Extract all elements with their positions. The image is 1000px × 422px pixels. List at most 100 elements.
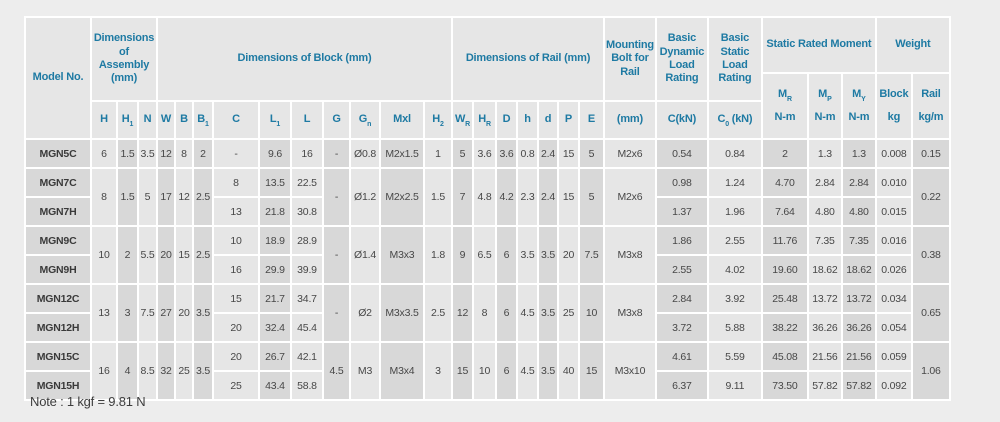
cell-Gn: M3	[351, 343, 379, 399]
cell-D: 4.2	[497, 169, 516, 225]
cell-L: 45.4	[292, 314, 322, 341]
cell-d: 3.5	[539, 227, 557, 283]
model-cell: MGN5C	[26, 140, 90, 167]
cell-L: 22.5	[292, 169, 322, 196]
group-header-static-moment: Static Rated Moment	[762, 18, 875, 72]
cell-MP: 4.80	[808, 198, 841, 225]
cell-P: 25	[559, 285, 578, 341]
cell-rail_kgm: 0.38	[912, 227, 949, 283]
cell-L: 30.8	[292, 198, 322, 225]
table-row: MGN9H 16 29.9 39.9 2.55 4.02 19.60 18.62 18.62 0.…	[26, 256, 949, 283]
cell-H1: 1.5	[118, 140, 137, 167]
cell-C0_kN: 3.92	[708, 285, 761, 312]
col-header-l1: L1	[260, 102, 290, 138]
cell-MR: 7.64	[762, 198, 807, 225]
col-header-mxl: Mxl	[381, 102, 423, 138]
cell-block_kg: 0.010	[876, 169, 911, 196]
cell-block_kg: 0.092	[876, 372, 911, 399]
header-row-groups: Model No. Dimensions of Assembly (mm) Di…	[26, 18, 949, 138]
cell-bolt: M3x8	[605, 285, 655, 341]
cell-MP: 2.84	[808, 169, 841, 196]
cell-MY: 21.56	[842, 343, 875, 370]
cell-MP: 21.56	[808, 343, 841, 370]
cell-Gn: Ø1.2	[351, 169, 379, 225]
model-cell: MGN12C	[26, 285, 90, 312]
cell-H2: 1.5	[425, 169, 451, 225]
cell-block_kg: 0.034	[876, 285, 911, 312]
cell-C_kN: 0.54	[656, 140, 707, 167]
cell-h: 3.5	[518, 227, 537, 283]
cell-Mxl: M2x2.5	[381, 169, 423, 225]
cell-L1: 13.5	[260, 169, 290, 196]
cell-E: 5	[580, 140, 603, 167]
cell-MY: 7.35	[842, 227, 875, 254]
cell-C_kN: 1.86	[656, 227, 707, 254]
cell-L: 16	[292, 140, 322, 167]
cell-E: 15	[580, 343, 603, 399]
cell-h: 4.5	[518, 343, 537, 399]
cell-d: 2.4	[539, 140, 557, 167]
cell-WR: 7	[453, 169, 472, 225]
cell-MP: 7.35	[808, 227, 841, 254]
col-header-p: P	[559, 102, 578, 138]
group-header-dynamic-load: Basic Dynamic Load Rating	[656, 18, 707, 100]
cell-MR: 19.60	[762, 256, 807, 283]
cell-H2: 2.5	[425, 285, 451, 341]
cell-MY: 13.72	[842, 285, 875, 312]
cell-W: 20	[158, 227, 174, 283]
cell-G: -	[324, 285, 349, 341]
col-header-h1: H1	[118, 102, 137, 138]
cell-HR: 6.5	[474, 227, 495, 283]
cell-G: 4.5	[324, 343, 349, 399]
col-header-l: L	[292, 102, 322, 138]
cell-h: 4.5	[518, 285, 537, 341]
cell-block_kg: 0.054	[876, 314, 911, 341]
cell-C: 13	[214, 198, 258, 225]
cell-C0_kN: 5.88	[708, 314, 761, 341]
cell-L1: 26.7	[260, 343, 290, 370]
col-header-gn: Gn	[351, 102, 379, 138]
cell-C: 16	[214, 256, 258, 283]
col-header-h: H	[92, 102, 116, 138]
cell-WR: 15	[453, 343, 472, 399]
header-row-moment-weight: MR N-m MP N-m MY N-m Block kg Rail kg/m	[26, 74, 949, 138]
cell-G: -	[324, 169, 349, 225]
cell-L1: 9.6	[260, 140, 290, 167]
col-header-d-lower: d	[539, 102, 557, 138]
col-header-d-upper: D	[497, 102, 516, 138]
table-row: MGN7C 8 1.5 5 17 12 2.5 8 13.5 22.5- Ø1.2 M2x2.5 1.5…	[26, 169, 949, 225]
cell-L1: 21.7	[260, 285, 290, 312]
col-header-bolt-mm: (mm)	[605, 102, 655, 138]
cell-rail_kgm: 1.06	[912, 343, 949, 399]
cell-bolt: M2x6	[605, 140, 655, 167]
group-header-static-load: Basic Static Load Rating	[708, 18, 761, 100]
cell-C: 20	[214, 343, 258, 370]
cell-H: 16	[92, 343, 116, 399]
table-row: MGN15H 25 43.4 58.8 6.37 9.11 73.50 57.82 57.82 0…	[26, 372, 949, 399]
cell-Mxl: M2x1.5	[381, 140, 423, 167]
cell-C0_kN: 4.02	[708, 256, 761, 283]
col-header-e: E	[580, 102, 603, 138]
cell-B1: 2.5	[194, 227, 212, 283]
cell-L: 28.9	[292, 227, 322, 254]
cell-L: 39.9	[292, 256, 322, 283]
cell-H1: 3	[118, 285, 137, 341]
cell-N: 5	[139, 169, 156, 225]
group-header-mounting-bolt: Mounting Bolt for Rail	[605, 18, 655, 100]
cell-block_kg: 0.059	[876, 343, 911, 370]
cell-rail_kgm: 0.15	[912, 140, 949, 167]
cell-H1: 2	[118, 227, 137, 283]
cell-MR: 38.22	[762, 314, 807, 341]
cell-MY: 18.62	[842, 256, 875, 283]
specification-table: Model No. Dimensions of Assembly (mm) Di…	[24, 16, 951, 401]
col-header-rail-weight: Rail kg/m	[912, 74, 949, 138]
model-cell: MGN7H	[26, 198, 90, 225]
cell-block_kg: 0.026	[876, 256, 911, 283]
cell-L: 42.1	[292, 343, 322, 370]
cell-E: 10	[580, 285, 603, 341]
cell-C_kN: 0.98	[656, 169, 707, 196]
cell-MY: 1.3	[842, 140, 875, 167]
cell-C_kN: 4.61	[656, 343, 707, 370]
cell-MP: 18.62	[808, 256, 841, 283]
cell-MY: 36.26	[842, 314, 875, 341]
